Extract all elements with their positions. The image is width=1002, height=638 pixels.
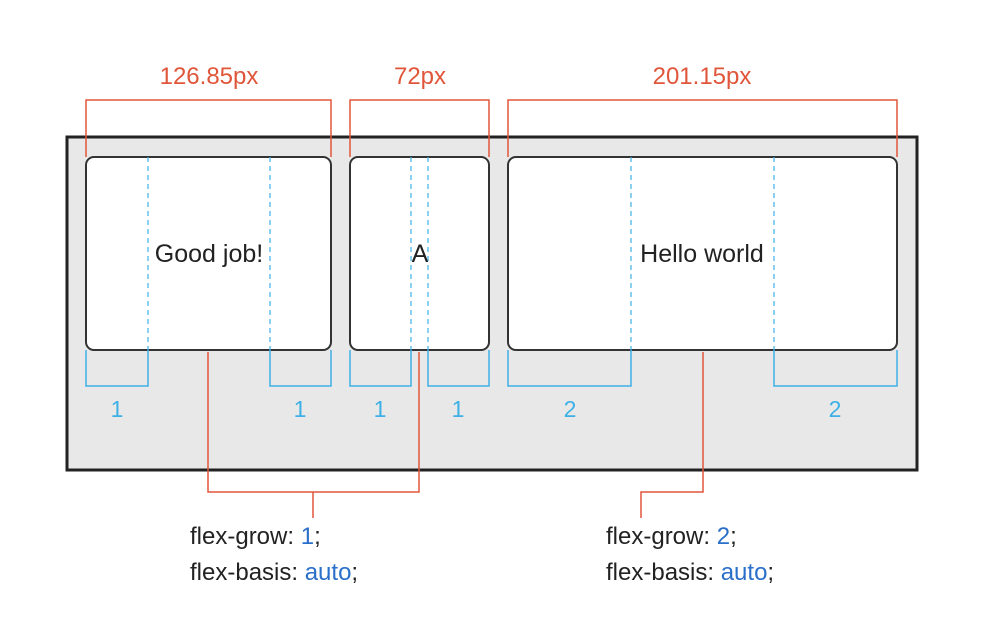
connector-lines	[207, 352, 704, 518]
item-2-text: A	[412, 240, 429, 268]
code-block-1-line-1: flex-grow: 1;	[190, 523, 321, 550]
width-label-item-2: 72px	[394, 63, 446, 90]
code-property: flex-basis:	[606, 559, 721, 586]
grow-brackets	[85, 350, 898, 387]
grow-number-item-3-left: 2	[564, 396, 577, 422]
code-value: 1	[301, 523, 314, 550]
grow-number-item-1-right: 1	[294, 396, 307, 422]
code-block-2-line-1: flex-grow: 2;	[606, 523, 737, 550]
code-semicolon: ;	[767, 559, 774, 586]
grow-number-item-2-left: 1	[374, 396, 387, 422]
dimension-brackets	[85, 99, 898, 157]
grow-number-item-1-left: 1	[111, 396, 124, 422]
code-block-1-line-2: flex-basis: auto;	[190, 559, 358, 586]
code-property: flex-grow:	[606, 523, 717, 550]
width-label-item-1: 126.85px	[160, 63, 259, 90]
code-value: 2	[717, 523, 730, 550]
code-property: flex-grow:	[190, 523, 301, 550]
code-value: auto	[721, 559, 768, 586]
width-label-item-3: 201.15px	[653, 63, 752, 90]
flex-item-3	[507, 156, 898, 351]
flex-item-2	[349, 156, 490, 351]
code-property: flex-basis:	[190, 559, 305, 586]
item-3-text: Hello world	[640, 240, 764, 268]
code-semicolon: ;	[314, 523, 321, 550]
code-semicolon: ;	[730, 523, 737, 550]
item-1-text: Good job!	[155, 240, 263, 268]
grow-number-item-2-right: 1	[452, 396, 465, 422]
grow-number-item-3-right: 2	[829, 396, 842, 422]
code-semicolon: ;	[351, 559, 358, 586]
code-value: auto	[305, 559, 352, 586]
code-block-2-line-2: flex-basis: auto;	[606, 559, 774, 586]
